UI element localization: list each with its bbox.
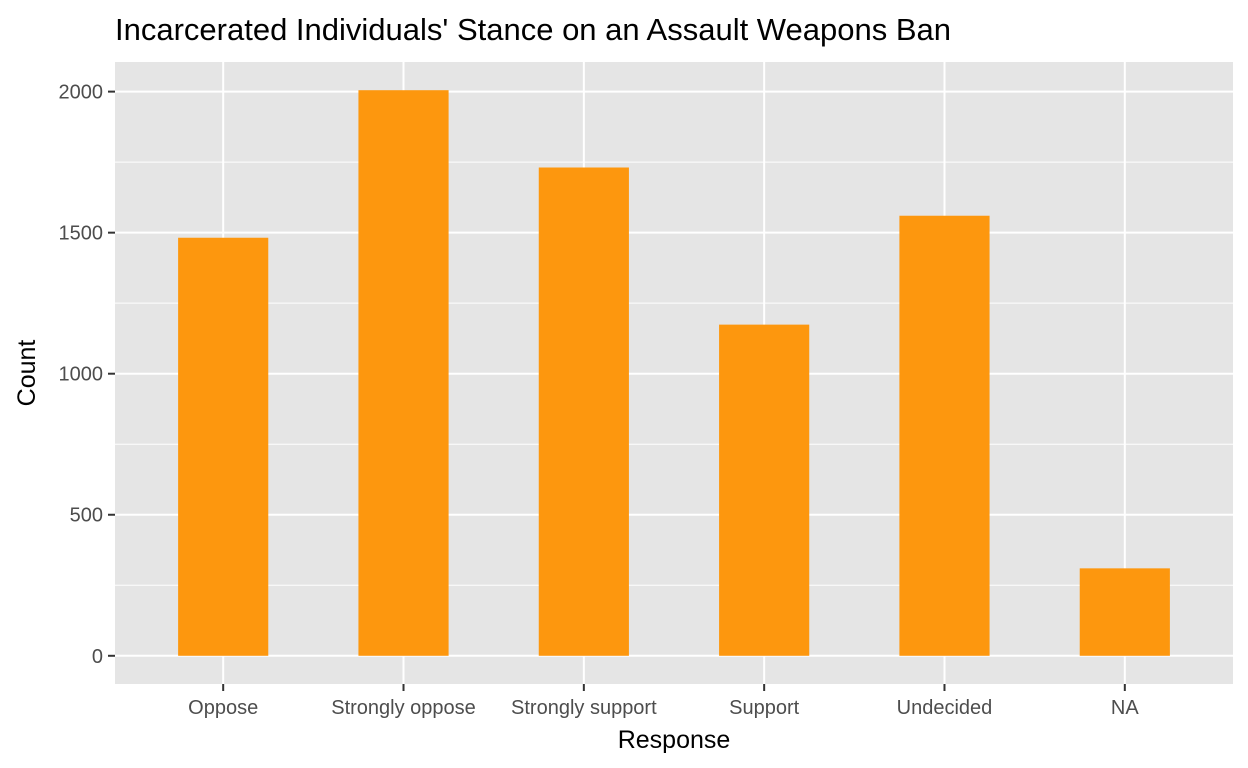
minor-gridlines (115, 161, 1233, 586)
bar (899, 215, 990, 656)
y-tick-label: 2000 (59, 82, 104, 104)
chart-title: Incarcerated Individuals' Stance on an A… (115, 12, 951, 47)
x-tick-label: NA (1111, 697, 1139, 719)
x-tick-label: Support (729, 697, 799, 719)
y-tick-label: 1500 (59, 223, 104, 245)
y-axis-title: Count (13, 340, 41, 407)
x-axis: Oppose Strongly oppose Strongly support Sup… (188, 684, 1139, 719)
y-tick-label: 1000 (59, 364, 104, 386)
bar (1079, 568, 1170, 656)
y-tick-label: 0 (92, 646, 103, 668)
bar (358, 90, 449, 656)
bar (538, 167, 629, 656)
bar (178, 237, 269, 656)
y-axis: 0 500 1000 1500 2000 (59, 82, 115, 668)
x-tick-label: Strongly oppose (331, 697, 476, 719)
bars (178, 90, 1170, 656)
x-tick-label: Undecided (897, 697, 993, 719)
x-axis-title: Response (618, 726, 731, 754)
x-tick-label: Strongly support (511, 697, 657, 719)
y-tick-label: 500 (70, 505, 103, 527)
bar (719, 324, 810, 656)
x-tick-label: Oppose (188, 697, 258, 719)
